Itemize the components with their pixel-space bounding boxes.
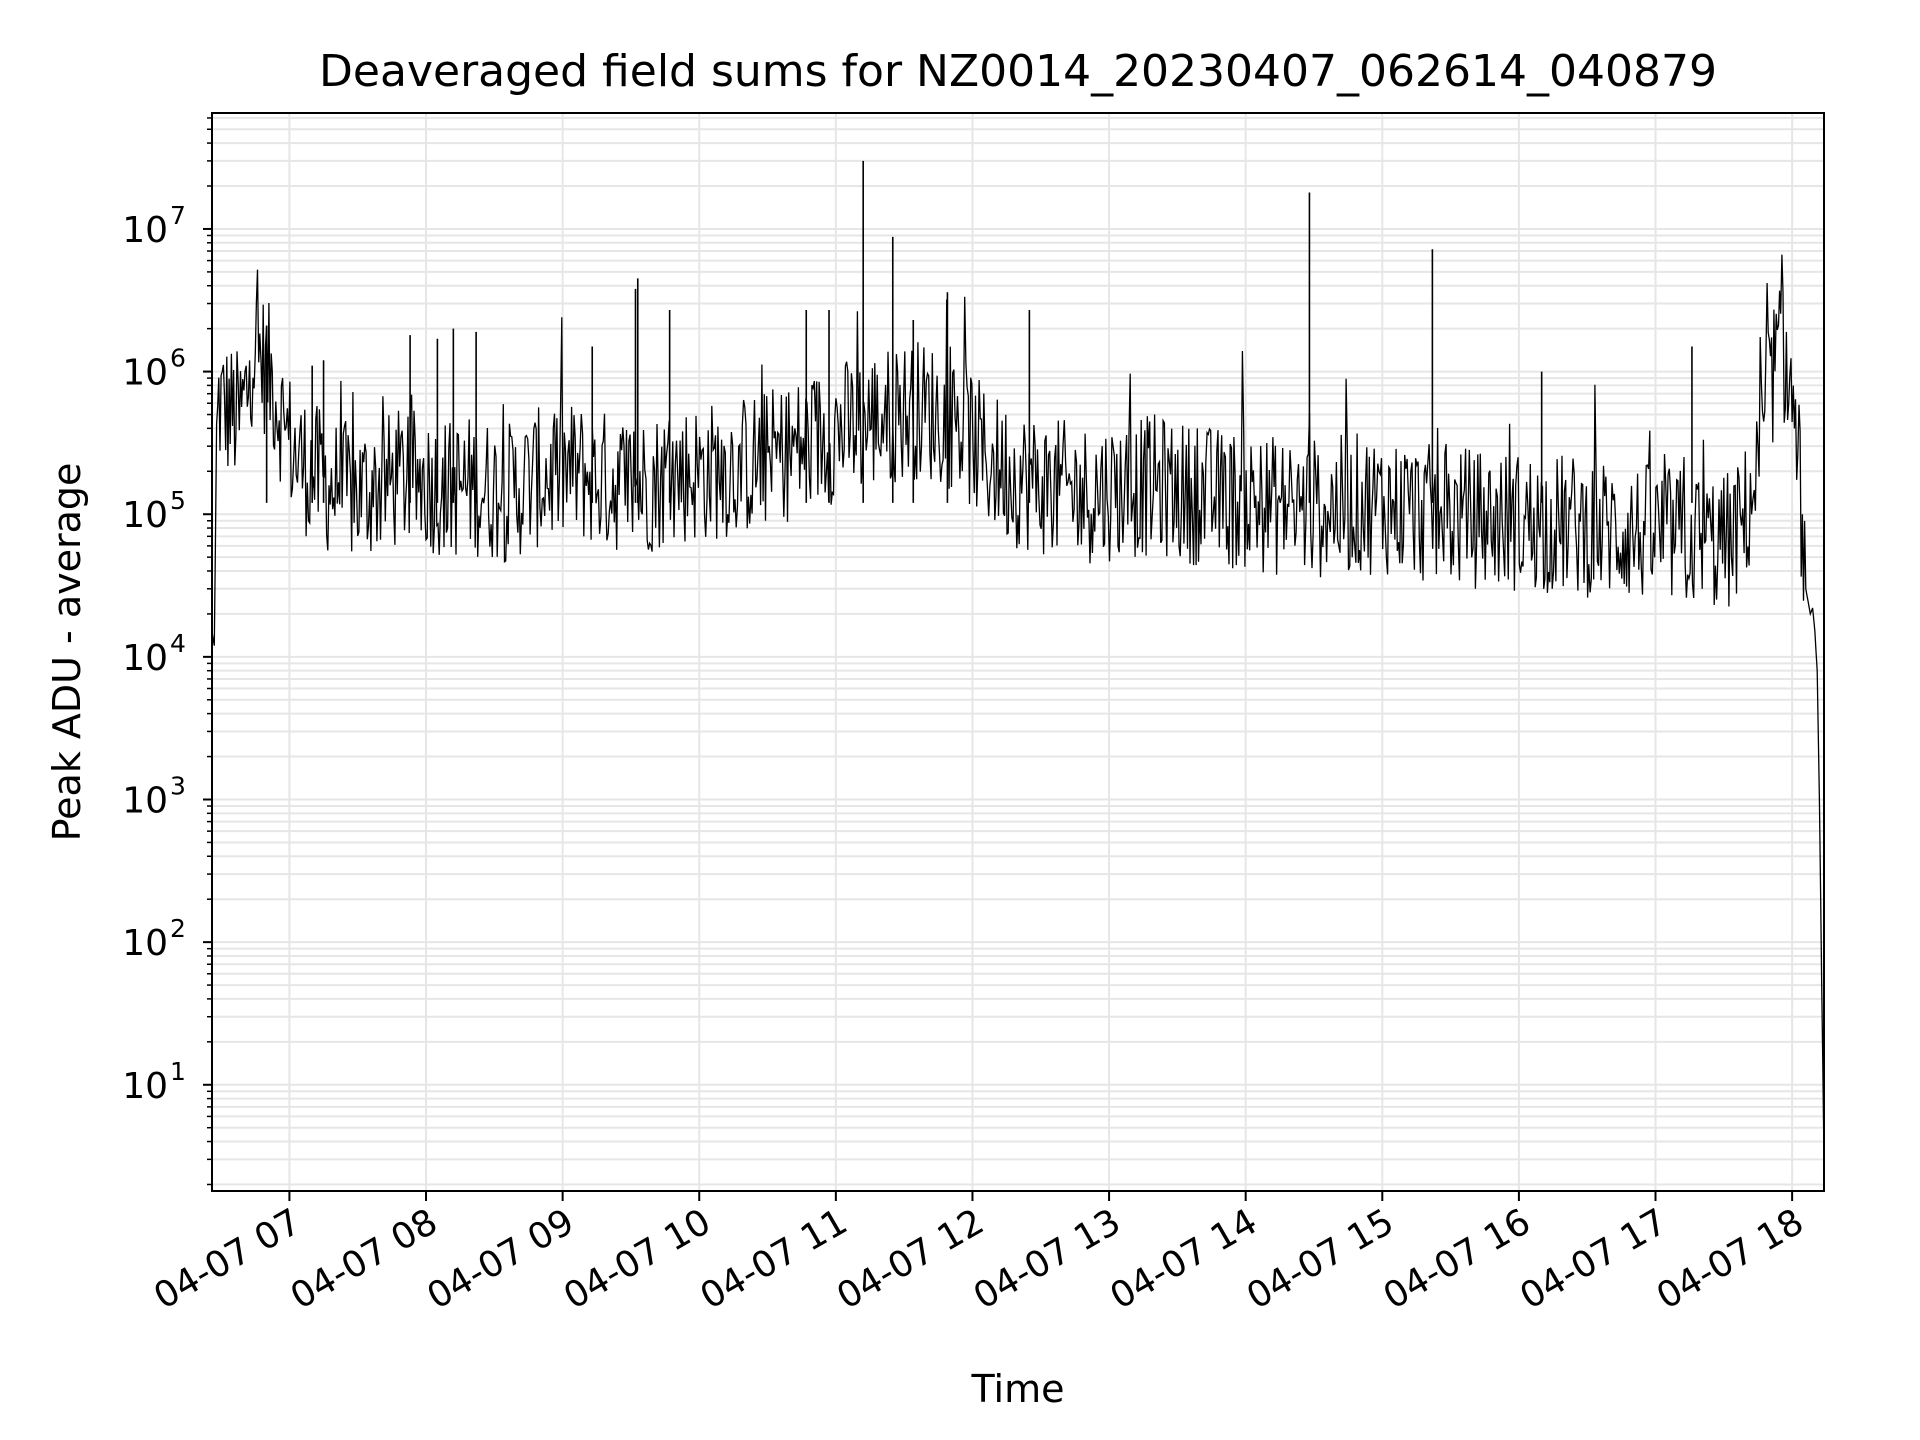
- y-tick-label: 10: [122, 353, 168, 394]
- y-tick-label: 10: [122, 638, 168, 679]
- y-axis-minor-ticks: [207, 117, 212, 1186]
- y-tick-label: 10: [122, 923, 168, 964]
- y-tick-exponent: 7: [170, 201, 186, 230]
- y-tick-exponent: 2: [170, 914, 186, 943]
- y-tick-label: 10: [122, 781, 168, 822]
- x-axis-label: Time: [971, 1367, 1065, 1411]
- y-tick-exponent: 3: [170, 772, 186, 801]
- plot-frame: [211, 112, 1825, 1192]
- y-tick-label: 10: [122, 495, 168, 536]
- series-layer: [211, 160, 1825, 1160]
- y-tick-label: 10: [122, 1066, 168, 1107]
- y-tick-exponent: 1: [170, 1057, 186, 1086]
- series-line: [211, 254, 1825, 1160]
- chart-title: Deaveraged field sums for NZ0014_2023040…: [319, 46, 1717, 97]
- y-tick-exponent: 6: [170, 344, 186, 373]
- y-tick-exponent: 4: [170, 629, 186, 658]
- y-axis-label: Peak ADU - average: [45, 463, 89, 842]
- y-tick-exponent: 5: [170, 486, 186, 515]
- y-tick-label: 10: [122, 210, 168, 251]
